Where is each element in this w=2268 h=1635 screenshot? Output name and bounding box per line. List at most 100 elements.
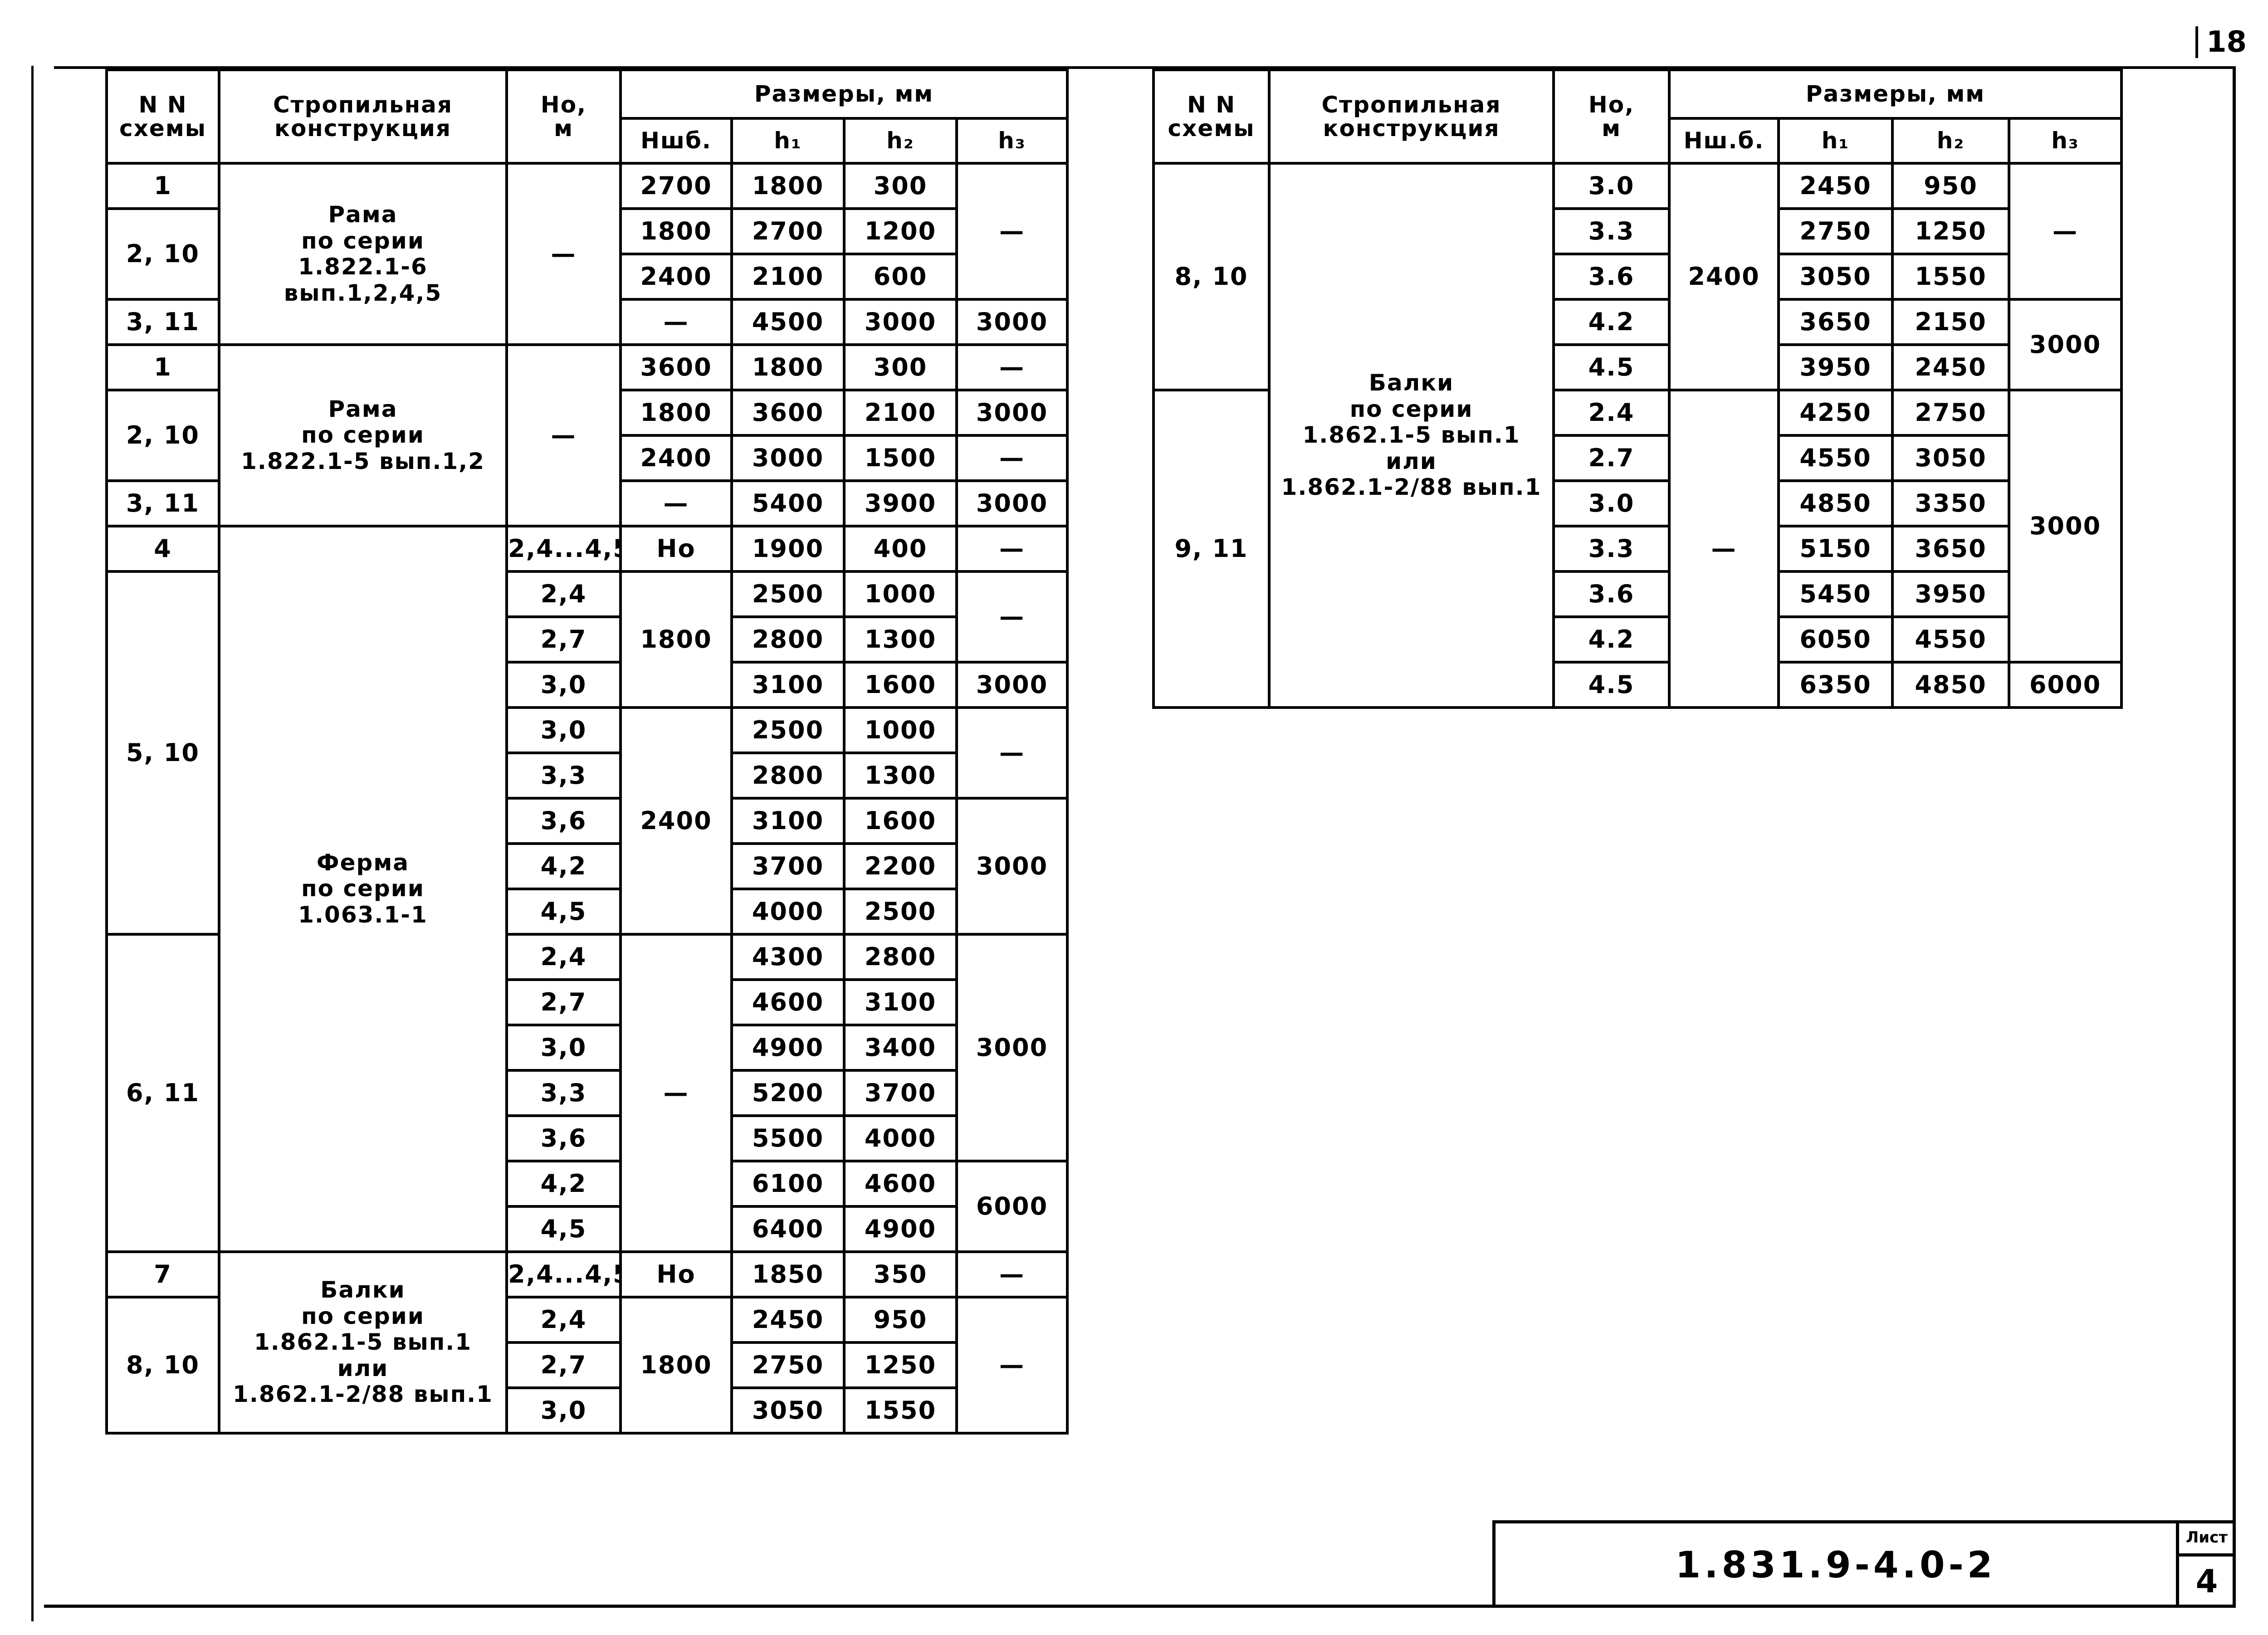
table-cell: 4500	[730, 298, 846, 346]
table-cell: 3600	[730, 389, 846, 437]
construction-cell: Рама по серии 1.822.1-5 вып.1,2	[218, 343, 508, 527]
table-cell: —	[2008, 162, 2123, 301]
table-cell: 3100	[730, 661, 846, 709]
table-cell: 6050	[1777, 615, 1894, 664]
table-cell: 3000	[955, 389, 1069, 437]
table-cell: 2150	[1891, 298, 2010, 346]
table-cell: 950	[1891, 162, 2010, 210]
table-row: 4 Ферма по серии 1.063.1-1 2,4...4,5 Hо 1900…	[105, 525, 1069, 1253]
table-cell: 2400	[1668, 162, 1780, 391]
table-cell: 4000	[843, 1114, 958, 1162]
table-cell: 5400	[730, 479, 846, 527]
table-cell: —	[955, 434, 1069, 482]
header-hshb: Hшб.	[619, 117, 733, 165]
table-cell: —	[619, 298, 733, 346]
table-row: 3,0 3050 1550	[107, 1386, 1067, 1435]
table-cell: 2400	[619, 434, 733, 482]
table-cell: 3950	[1891, 570, 2010, 618]
table-cell: 7	[105, 1250, 220, 1298]
header-h1: h₁	[1777, 117, 1894, 165]
header-h2: h₂	[1891, 117, 2010, 165]
table-row: 2.7 4550 3050	[1154, 434, 2121, 482]
table-cell: 2700	[619, 162, 733, 210]
table-row: 2,7 4600 3100	[107, 978, 1067, 1026]
table-cell: 2750	[1891, 389, 2010, 437]
table-cell: 5150	[1777, 525, 1894, 573]
table-cell: 1300	[843, 752, 958, 800]
table-row: 2400 2100 600	[107, 253, 1067, 301]
table-cell: 4550	[1777, 434, 1894, 482]
page-number: 18	[2195, 26, 2247, 58]
table-cell: 9, 11	[1152, 389, 1271, 709]
table-cell: 3,6	[505, 797, 622, 845]
table-cell: 3000	[955, 933, 1069, 1162]
table-cell: 2800	[730, 752, 846, 800]
table-cell: 1800	[730, 343, 846, 391]
table-row: 3.6 3050 1550	[1154, 253, 2121, 301]
header-h1: h₁	[730, 117, 846, 165]
table-cell: 5200	[730, 1069, 846, 1117]
table-row: 3,6 5500 4000	[107, 1114, 1067, 1162]
table-cell: 4600	[730, 978, 846, 1026]
table-row: 3,0 4900 3400	[107, 1024, 1067, 1072]
table-cell: 3.6	[1552, 570, 1671, 618]
construction-cell: Рама по серии 1.822.1-6 вып.1,2,4,5	[218, 162, 508, 346]
table-cell: 4	[105, 525, 220, 573]
table-cell: 1	[105, 343, 220, 391]
table-cell: 1300	[843, 615, 958, 664]
table-cell: Hо	[619, 525, 733, 573]
header-schema: N N схемы	[1152, 68, 1271, 165]
right-table-body: 8, 10 Балки по серии 1.862.1-5 вып.1 или …	[1152, 162, 2123, 709]
table-cell: 3, 11	[105, 479, 220, 527]
table-cell: 3,0	[505, 661, 622, 709]
table-cell: 6, 11	[105, 933, 220, 1253]
table-row: 4,2 3700 2200	[107, 842, 1067, 890]
table-row: 3, 11—4500 3000 3000	[105, 298, 1069, 346]
table-row: 3,0 3100 1600 3000	[107, 661, 1069, 709]
header-hshb: Hш.б.	[1668, 117, 1780, 165]
table-cell: —	[505, 343, 622, 527]
table-cell: 3.0	[1552, 479, 1671, 527]
table-cell: 1500	[843, 434, 958, 482]
table-cell: 2,7	[505, 615, 622, 664]
table-cell: 3000	[730, 434, 846, 482]
table-cell: 2,7	[505, 1341, 622, 1389]
table-cell: 3050	[1777, 253, 1894, 301]
table-row: 5, 10 2,4 1800 2500 1000—	[105, 570, 1069, 936]
left-table-body: 1 Рама по серии 1.822.1-6 вып.1,2,4,5—270…	[105, 162, 1069, 1435]
table-cell: 3, 11	[105, 298, 220, 346]
table-cell: 2100	[730, 253, 846, 301]
table-cell: 3000	[955, 797, 1069, 936]
table-cell: 3650	[1777, 298, 1894, 346]
table-cell: 4600	[843, 1160, 958, 1208]
table-cell: 2,4	[505, 1296, 622, 1344]
table-cell: 2500	[730, 706, 846, 754]
table-cell: 2,4	[505, 933, 622, 981]
table-cell: —	[955, 525, 1069, 573]
table-cell: 1550	[843, 1386, 958, 1435]
table-cell: 4000	[730, 888, 846, 936]
table-cell: 3050	[730, 1386, 846, 1435]
table-cell: 1800	[619, 1296, 733, 1435]
table-cell: 2,7	[505, 978, 622, 1026]
table-cell: 8, 10	[1152, 162, 1271, 391]
table-cell: 4,2	[505, 1160, 622, 1208]
table-cell: 2.7	[1552, 434, 1671, 482]
table-cell: 1800	[619, 570, 733, 709]
table-cell: 2500	[843, 888, 958, 936]
table-row: 4.5 3950 2450	[1154, 343, 2121, 391]
table-cell: 1600	[843, 661, 958, 709]
table-cell: 2450	[730, 1296, 846, 1344]
header-h3: h₃	[2008, 117, 2123, 165]
table-cell: 1	[105, 162, 220, 210]
table-cell: 3700	[843, 1069, 958, 1117]
header-h0: Hо, м	[1552, 68, 1671, 165]
table-cell: 3,0	[505, 706, 622, 754]
table-row: 4,5 6400 4900	[107, 1205, 1067, 1253]
table-cell: 8, 10	[105, 1296, 220, 1435]
table-cell: 2100	[843, 389, 958, 437]
table-cell: 2800	[843, 933, 958, 981]
table-row: 3, 11 —5400 3900 3000	[105, 479, 1069, 527]
table-row: 2400 3000 1500—	[107, 434, 1069, 482]
table-cell: 300	[843, 343, 958, 391]
